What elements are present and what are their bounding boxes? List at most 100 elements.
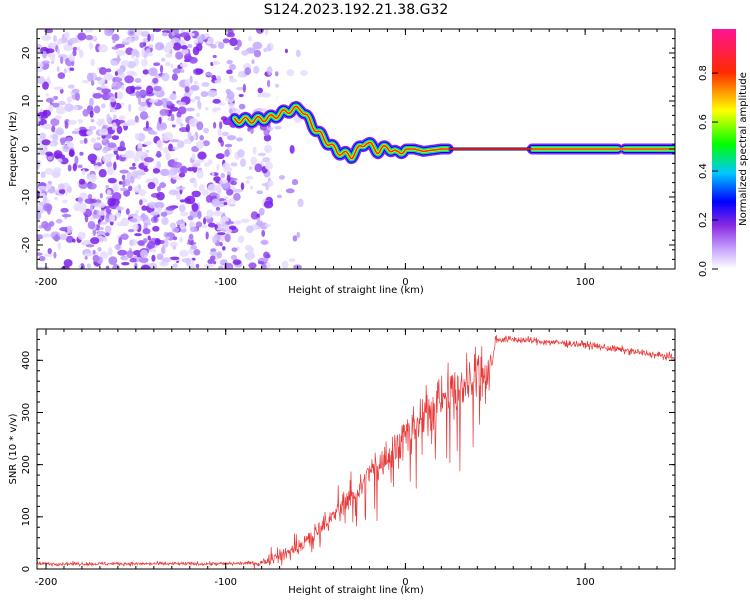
heatmap-noise-blob bbox=[274, 126, 282, 130]
heatmap-noise-blob bbox=[47, 53, 56, 57]
heatmap-noise-blob bbox=[132, 162, 136, 167]
heatmap-noise-blob bbox=[195, 141, 205, 149]
heatmap-noise-blob bbox=[148, 98, 159, 103]
heatmap-noise-blob bbox=[87, 182, 97, 190]
heatmap-noise-blob bbox=[188, 56, 198, 64]
heatmap-noise-blob bbox=[278, 175, 286, 180]
heatmap-noise-blob bbox=[129, 239, 134, 247]
heatmap-noise-blob bbox=[185, 107, 195, 112]
heatmap-noise-blob bbox=[179, 199, 186, 203]
heatmap-noise-blob bbox=[116, 91, 124, 100]
heatmap-noise-blob bbox=[53, 251, 57, 259]
top-x-tick-label: -100 bbox=[214, 277, 237, 288]
heatmap-noise-blob bbox=[142, 69, 150, 75]
heatmap-noise-blob bbox=[238, 93, 244, 98]
heatmap-noise-blob bbox=[104, 133, 112, 139]
heatmap-noise-blob bbox=[146, 85, 154, 95]
heatmap-noise-blob bbox=[257, 261, 265, 265]
heatmap-noise-blob bbox=[224, 233, 231, 243]
heatmap-noise-blob bbox=[189, 220, 195, 227]
heatmap-noise-blob bbox=[223, 202, 228, 206]
heatmap-noise-blob bbox=[103, 73, 114, 81]
heatmap-noise-blob bbox=[45, 151, 53, 157]
heatmap-noise-blob bbox=[163, 146, 169, 154]
heatmap-noise-blob bbox=[111, 135, 120, 141]
heatmap-noise-blob bbox=[116, 153, 120, 161]
heatmap-noise-blob bbox=[221, 212, 226, 217]
heatmap-noise-blob bbox=[173, 236, 178, 241]
heatmap-noise-blob bbox=[165, 236, 171, 240]
heatmap-noise-blob bbox=[108, 256, 118, 265]
heatmap-noise-blob bbox=[245, 180, 250, 185]
heatmap-noise-blob bbox=[59, 227, 70, 232]
heatmap-noise-blob bbox=[93, 105, 101, 114]
heatmap-noise-blob bbox=[228, 225, 237, 230]
heatmap-noise-blob bbox=[213, 210, 223, 217]
heatmap-noise-blob bbox=[90, 237, 100, 245]
heatmap-noise-blob bbox=[214, 172, 219, 176]
heatmap-noise-blob bbox=[51, 125, 56, 133]
heatmap-noise-blob bbox=[232, 259, 242, 265]
heatmap-noise-blob bbox=[71, 88, 80, 94]
heatmap-noise-blob bbox=[220, 233, 226, 242]
heatmap-noise-blob bbox=[172, 175, 182, 180]
heatmap-noise-blob bbox=[184, 86, 190, 93]
heatmap-noise-blob bbox=[111, 33, 120, 42]
heatmap-noise-blob bbox=[98, 202, 106, 208]
heatmap-noise-blob bbox=[92, 249, 96, 255]
heatmap-noise-blob bbox=[156, 121, 161, 131]
heatmap-noise-blob bbox=[245, 176, 254, 180]
heatmap-noise-blob bbox=[244, 67, 252, 76]
heatmap-noise-blob bbox=[77, 196, 83, 204]
heatmap-noise-blob bbox=[129, 166, 137, 170]
heatmap-noise-blob bbox=[260, 263, 267, 269]
top-x-tick-label: -200 bbox=[35, 277, 58, 288]
heatmap-noise-blob bbox=[37, 211, 42, 220]
heatmap-noise-blob bbox=[78, 129, 89, 137]
heatmap-noise-blob bbox=[145, 120, 149, 129]
heatmap-noise-blob bbox=[147, 240, 156, 249]
heatmap-noise-blob bbox=[236, 137, 244, 142]
heatmap-noise-blob bbox=[119, 140, 125, 149]
heatmap-noise-blob bbox=[139, 42, 145, 48]
heatmap-noise-blob bbox=[196, 121, 204, 131]
heatmap-noise-blob bbox=[264, 144, 272, 154]
heatmap-noise-blob bbox=[266, 44, 272, 52]
heatmap-noise-blob bbox=[98, 44, 109, 53]
heatmap-noise-blob bbox=[57, 72, 66, 79]
heatmap-noise-blob bbox=[129, 257, 137, 263]
heatmap-noise-blob bbox=[230, 162, 238, 167]
heatmap-noise-blob bbox=[104, 225, 112, 233]
heatmap-noise-blob bbox=[120, 59, 130, 67]
heatmap-noise-blob bbox=[222, 224, 232, 230]
heatmap-noise-blob bbox=[194, 96, 201, 100]
heatmap-noise-blob bbox=[69, 148, 75, 158]
heatmap-noise-blob bbox=[122, 257, 129, 261]
heatmap-noise-blob bbox=[253, 49, 262, 58]
heatmap-noise-blob bbox=[55, 106, 66, 115]
heatmap-noise-blob bbox=[100, 118, 105, 124]
heatmap-noise-blob bbox=[186, 167, 195, 172]
heatmap-noise-blob bbox=[93, 165, 100, 170]
heatmap-noise-blob bbox=[87, 153, 98, 163]
heatmap-noise-blob bbox=[106, 189, 112, 196]
heatmap-noise-blob bbox=[37, 266, 44, 269]
heatmap-noise-blob bbox=[67, 119, 78, 125]
heatmap-noise-blob bbox=[77, 32, 87, 41]
heatmap-noise-blob bbox=[156, 186, 161, 192]
heatmap-noise-blob bbox=[156, 160, 161, 169]
heatmap-noise-blob bbox=[141, 30, 150, 38]
heatmap-noise-blob bbox=[291, 179, 299, 186]
heatmap-noise-blob bbox=[85, 244, 95, 248]
heatmap-noise-blob bbox=[250, 156, 258, 166]
heatmap-noise-blob bbox=[171, 124, 176, 128]
heatmap-noise-blob bbox=[190, 209, 200, 218]
heatmap-noise-blob bbox=[37, 118, 41, 122]
heatmap-noise-blob bbox=[152, 77, 159, 84]
heatmap-noise-blob bbox=[217, 42, 225, 49]
heatmap-noise-blob bbox=[224, 149, 230, 158]
heatmap-noise-blob bbox=[218, 179, 229, 184]
heatmap-noise-blob bbox=[41, 221, 49, 229]
heatmap-noise-blob bbox=[274, 71, 279, 77]
